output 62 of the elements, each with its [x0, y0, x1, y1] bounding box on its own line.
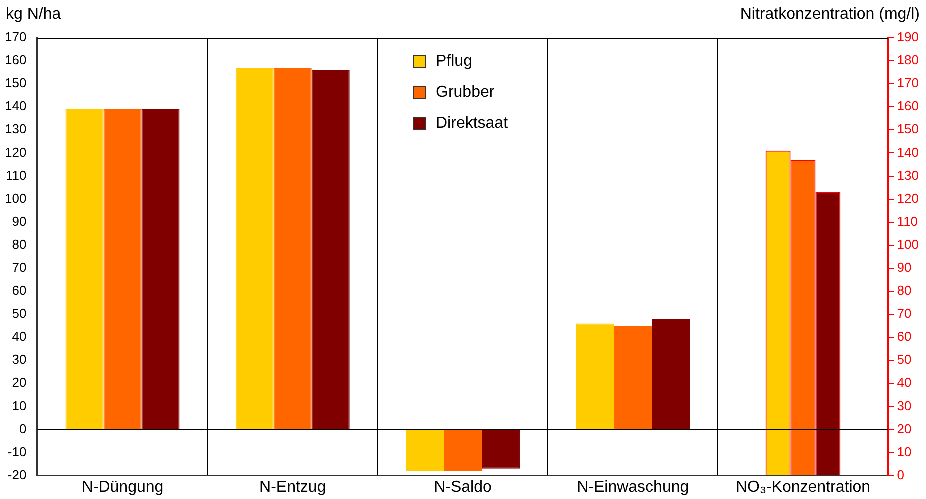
y2-tick-label: 140	[897, 144, 920, 160]
y2-tick-label: 100	[897, 236, 920, 252]
y2-tick-label: 150	[897, 122, 920, 137]
y2-axis-title: Nitratkonzentration (mg/l)	[740, 6, 920, 24]
x-tick-label: N-Düngung	[82, 478, 164, 496]
bar	[66, 109, 104, 430]
y-axis-title: kg N/ha	[6, 6, 62, 24]
y2-tick-label: 120	[897, 190, 920, 206]
y2-tick-label: 70	[897, 306, 912, 322]
bar	[482, 430, 520, 469]
bar	[104, 109, 142, 430]
legend-label: Direktsaat	[436, 114, 508, 132]
y2-tick-label: 50	[897, 352, 912, 368]
bar	[406, 430, 444, 472]
y-tick-label: 120	[4, 144, 27, 160]
bar	[444, 430, 482, 472]
y2-tick-label: 0	[897, 467, 905, 482]
bar	[576, 324, 614, 430]
y-tick-label: 60	[12, 283, 27, 298]
y2-tick-label: 110	[897, 214, 918, 229]
bar	[614, 326, 652, 430]
y2-tick-label: 40	[897, 375, 912, 390]
y2-tick-label: 160	[897, 98, 920, 114]
y2-tick-label: 60	[897, 329, 912, 344]
x-tick-label: N-Saldo	[434, 478, 492, 496]
y-tick-label: -20	[8, 467, 27, 482]
y-tick-label: 20	[12, 375, 27, 390]
y2-tick-label: 180	[897, 52, 920, 68]
y-tick-label: 50	[12, 306, 27, 322]
y-tick-label: 170	[4, 30, 27, 45]
bar	[142, 109, 180, 430]
y2-tick-label: 30	[897, 398, 912, 414]
y2-tick-label: 90	[897, 260, 912, 275]
bar	[274, 68, 312, 430]
x-tick-label: N-Einwaschung	[577, 478, 690, 496]
bar	[312, 70, 350, 430]
legend-label: Grubber	[436, 84, 495, 102]
y-tick-label: 140	[4, 98, 27, 114]
y-tick-label: -10	[8, 444, 27, 460]
y-tick-label: 0	[19, 421, 27, 436]
y-tick-label: 150	[4, 76, 27, 91]
bar	[236, 68, 274, 430]
y-tick-label: 40	[12, 329, 27, 344]
y2-tick-label: 190	[897, 30, 920, 45]
y-tick-label: 100	[4, 190, 27, 206]
y-tick-label: 80	[12, 236, 27, 252]
bar	[652, 319, 690, 430]
y-tick-label: 130	[4, 122, 27, 137]
y2-tick-label: 20	[897, 421, 912, 436]
y-tick-label: 10	[12, 398, 27, 414]
y2-tick-label: 10	[897, 444, 912, 460]
x-tick-label: N-Entzug	[260, 478, 326, 496]
y-tick-label: 110	[6, 168, 27, 183]
y-tick-label: 90	[12, 214, 27, 229]
y2-tick-label: 130	[897, 168, 920, 183]
legend-label: Pflug	[436, 52, 472, 70]
y-tick-label: 30	[12, 352, 27, 368]
y-tick-label: 70	[12, 260, 27, 275]
y2-tick-label: 80	[897, 283, 912, 298]
y-tick-label: 160	[4, 52, 27, 68]
y2-tick-label: 170	[897, 76, 920, 91]
x-tick-label: NO₃-Konzentration	[736, 478, 871, 496]
